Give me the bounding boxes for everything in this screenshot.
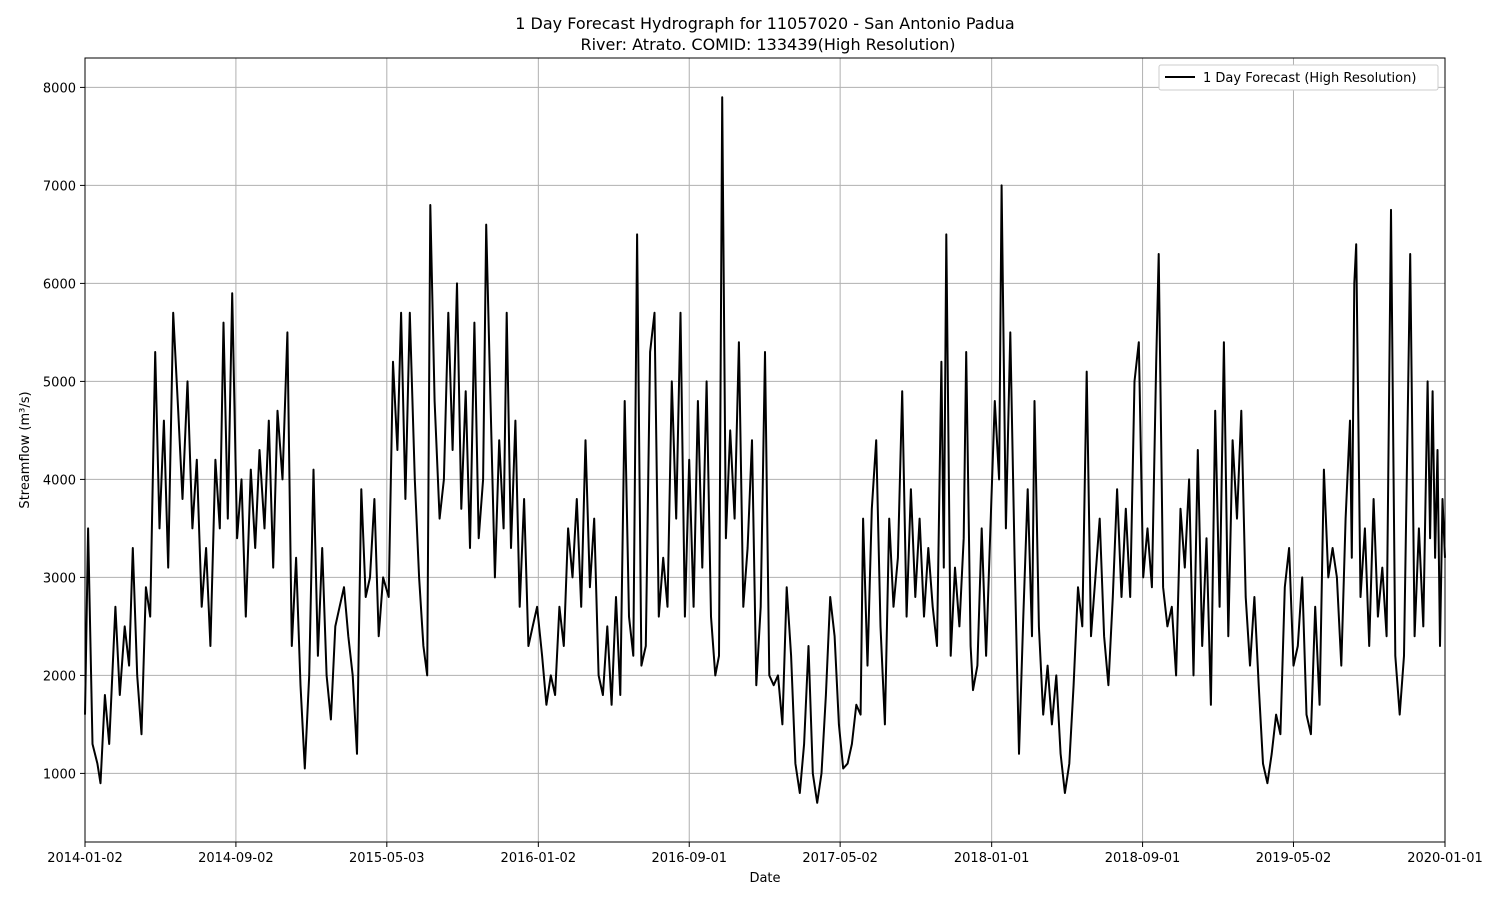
y-tick-label: 7000 <box>43 179 76 194</box>
x-tick-label: 2014-09-02 <box>198 851 274 866</box>
legend-box <box>1158 64 1439 91</box>
y-tick-label: 5000 <box>43 375 76 390</box>
x-tick-label: 2017-05-02 <box>802 851 878 866</box>
tick-layer: 2014-01-02 2014-09-02 2015-05-03 2016-01-02… <box>43 81 1483 866</box>
y-tick-label: 2000 <box>43 669 76 684</box>
y-tick-label: 6000 <box>43 277 76 292</box>
chart-title-line-1: 1 Day Forecast Hydrograph for 11057020 -… <box>515 14 1014 33</box>
x-tick-label: 2015-05-03 <box>349 851 425 866</box>
x-tick-label: 2020-01-01 <box>1407 851 1483 866</box>
legend-entry-label: 1 Day Forecast (High Resolution) <box>1203 71 1416 86</box>
series-line-1-day-forecast <box>84 96 1446 804</box>
x-tick-label: 2018-01-01 <box>954 851 1030 866</box>
x-tick-label: 2014-01-02 <box>47 851 123 866</box>
x-tick-label: 2018-09-01 <box>1105 851 1181 866</box>
plot-area-frame <box>84 57 1446 843</box>
x-tick-label: 2016-01-02 <box>501 851 577 866</box>
x-tick-label: 2016-09-01 <box>651 851 727 866</box>
chart-title-line-2: River: Atrato. COMID: 133439(High Resolu… <box>580 35 955 54</box>
legend: 1 Day Forecast (High Resolution) <box>1158 64 1439 91</box>
y-tick-label: 3000 <box>43 571 76 586</box>
y-tick-label: 1000 <box>43 767 76 782</box>
series-layer <box>84 96 1446 804</box>
y-tick-label: 8000 <box>43 81 76 96</box>
y-tick-label: 4000 <box>43 473 76 488</box>
x-tick-label: 2019-05-02 <box>1256 851 1332 866</box>
x-axis-label: Date <box>749 871 780 886</box>
y-axis-label: Streamflow (m³/s) <box>18 391 33 508</box>
